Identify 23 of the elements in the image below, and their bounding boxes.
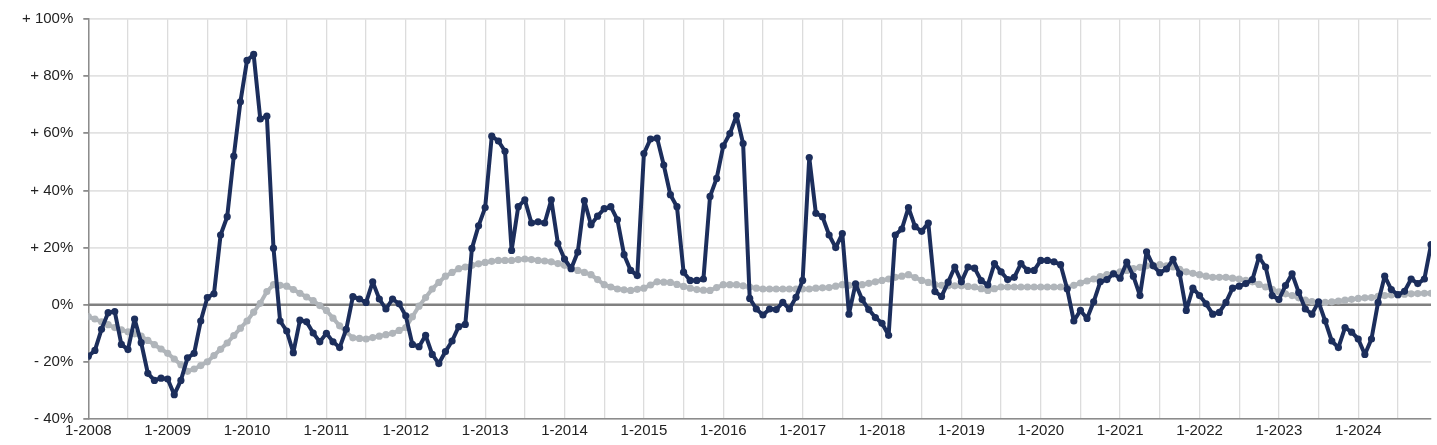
x-tick-label: 1-2009 — [144, 421, 192, 439]
x-tick-label: 1-2014 — [541, 421, 588, 439]
x-tick-label: 1-2017 — [779, 421, 826, 439]
x-tick-label: 1-2024 — [1334, 421, 1382, 439]
x-tick-label: 1-2020 — [1017, 421, 1065, 439]
y-tick-label: - 20% — [34, 352, 74, 369]
x-tick-label: 1-2012 — [382, 421, 430, 439]
x-tick-label: 1-2013 — [461, 421, 509, 439]
x-tick-label: 1-2022 — [1176, 421, 1223, 439]
x-tick-label: 1-2010 — [223, 421, 271, 439]
x-tick-label: 1-2023 — [1255, 421, 1303, 439]
x-tick-label: 1-2018 — [858, 421, 906, 439]
y-tick-label: 0% — [51, 294, 74, 312]
y-tick-label: + 20% — [30, 237, 74, 255]
x-tick-label: 1-2019 — [938, 421, 985, 439]
y-tick-label: + 40% — [30, 180, 74, 198]
y-tick-label: + 80% — [30, 66, 74, 84]
x-tick-label: 1-2016 — [699, 421, 747, 439]
y-tick-label: + 100% — [21, 9, 74, 27]
x-tick-label: 1-2015 — [620, 421, 668, 439]
x-tick-label: 1-2021 — [1096, 421, 1144, 439]
y-tick-label: + 60% — [30, 123, 74, 141]
x-tick-label: 1-2011 — [303, 421, 350, 439]
